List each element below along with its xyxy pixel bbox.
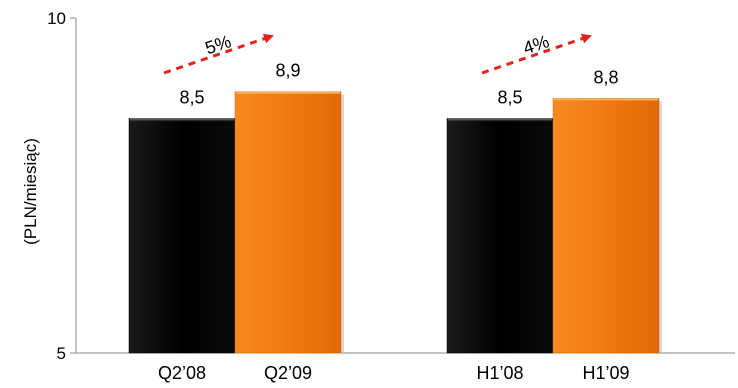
y-tick-label: 5 xyxy=(57,344,66,363)
growth-label: 4% xyxy=(521,31,552,58)
category-label: H1’09 xyxy=(582,363,629,383)
category-label: H1’08 xyxy=(476,363,523,383)
y-tick-label: 10 xyxy=(47,9,66,28)
growth-arrow xyxy=(481,33,592,75)
bar xyxy=(128,118,236,354)
growth-label: 5% xyxy=(203,31,234,58)
data-label: 8,9 xyxy=(275,61,300,81)
bars xyxy=(128,91,662,354)
y-axis-label: (PLN/miesiąc) xyxy=(21,138,40,245)
data-label: 8,5 xyxy=(497,88,522,108)
bar xyxy=(446,118,554,354)
bar xyxy=(234,91,342,354)
growth-arrow xyxy=(163,33,274,75)
data-label: 8,5 xyxy=(179,88,204,108)
bar xyxy=(552,98,660,354)
data-label: 8,8 xyxy=(593,67,618,87)
category-label: Q2’09 xyxy=(264,363,312,383)
category-label: Q2’08 xyxy=(158,363,206,383)
